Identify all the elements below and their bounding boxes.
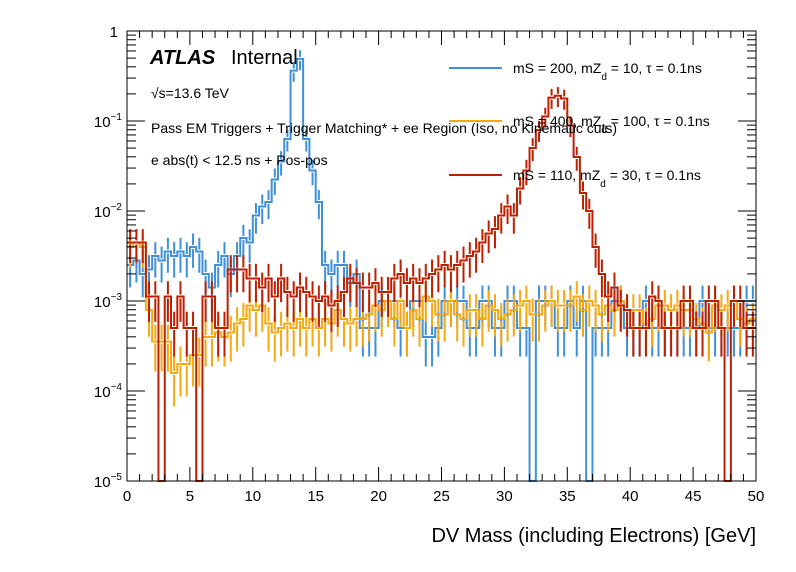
x-tick-label: 35 [559,488,576,505]
legend: mS = 200, mZd = 10, τ = 0.1ns mS = 400, m… [449,60,710,190]
selection-label-2: e abs(t) < 12.5 ns + Pos-pos [151,152,328,168]
x-axis-label: DV Mass (including Electrons) [GeV] [431,525,756,547]
x-tick-label: 20 [370,488,387,505]
axis-layer: 0 5 10 15 20 25 30 35 40 45 50 1 10−1 10−2 10−3 10−4 10−… [94,24,764,505]
x-tick-label: 50 [748,488,765,505]
series-line-2 [127,94,756,482]
atlas-label: ATLAS [149,47,216,69]
x-tick-label: 5 [186,488,194,505]
energy-label: √s=13.6 TeV [151,85,230,101]
series-line-1 [127,241,756,374]
x-tick-label: 45 [685,488,702,505]
series-layer [127,50,756,482]
legend-label: mS = 200, mZd = 10, τ = 0.1ns [513,60,702,83]
x-tick-label: 40 [622,488,639,505]
y-tick-label: 10−5 [94,472,123,491]
legend-label: mS = 110, mZd = 30, τ = 0.1ns [513,167,701,190]
legend-label: mS = 400, mZd = 100, τ = 0.1ns [513,113,710,136]
y-tick-label: 1 [110,24,118,41]
y-tick-label: 10−4 [94,382,123,401]
x-tick-label: 0 [123,488,131,505]
y-tick-label: 10−2 [94,202,123,221]
internal-label: Internal [231,47,298,69]
x-tick-label: 25 [433,488,450,505]
selection-label-1: Pass EM Triggers + Trigger Matching* + e… [151,120,617,136]
x-tick-label: 30 [496,488,513,505]
series-2 [127,87,756,482]
y-tick-label: 10−3 [94,292,123,311]
y-tick-label: 10−1 [94,112,123,131]
x-tick-label: 10 [244,488,261,505]
x-tick-label: 15 [307,488,324,505]
